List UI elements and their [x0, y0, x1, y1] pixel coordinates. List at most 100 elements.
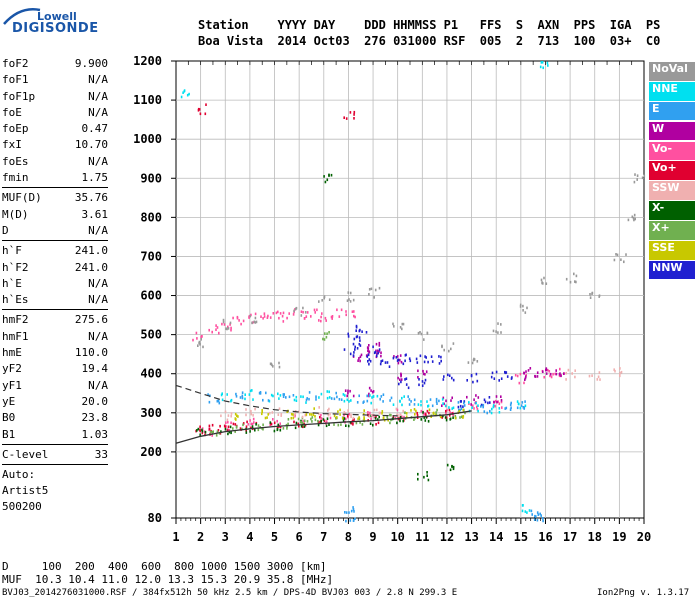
data-point — [426, 331, 429, 335]
data-point — [298, 410, 300, 414]
data-point — [315, 398, 317, 401]
data-point — [234, 423, 237, 426]
data-point — [567, 368, 570, 372]
data-point — [249, 430, 251, 433]
data-point — [323, 296, 325, 300]
data-point — [285, 396, 287, 399]
data-point — [410, 409, 412, 412]
x-tick-label: 8 — [345, 530, 352, 544]
data-point — [423, 338, 425, 341]
data-point — [547, 368, 549, 372]
data-point — [255, 320, 258, 324]
data-point — [300, 425, 303, 428]
data-point — [506, 375, 509, 378]
data-point — [282, 311, 285, 315]
data-point — [420, 409, 423, 413]
legend-item: SSE — [649, 240, 695, 260]
parameter-name: yF2 — [2, 362, 22, 376]
data-point — [248, 316, 250, 319]
data-point — [441, 398, 444, 401]
data-point — [346, 394, 348, 398]
data-point — [425, 370, 428, 373]
data-point — [250, 426, 252, 430]
data-point — [462, 415, 465, 418]
data-point — [376, 349, 379, 353]
data-point — [230, 421, 232, 425]
data-point — [235, 395, 238, 398]
parameter-value: 1.75 — [81, 171, 109, 185]
x-tick-label: 5 — [271, 530, 278, 544]
data-point — [244, 393, 246, 396]
data-point — [212, 430, 214, 433]
data-point — [542, 370, 544, 373]
data-point — [397, 361, 400, 365]
data-point — [223, 323, 226, 326]
data-point — [527, 369, 530, 372]
data-point — [236, 414, 238, 417]
data-point — [501, 406, 503, 409]
data-point — [524, 510, 527, 513]
data-point — [423, 381, 426, 385]
data-point — [591, 374, 593, 377]
data-point — [276, 419, 278, 423]
parameter-name: foE — [2, 105, 22, 119]
data-point — [402, 419, 404, 423]
data-point — [336, 308, 338, 312]
data-point — [370, 417, 372, 420]
data-point — [445, 409, 447, 413]
data-point — [480, 405, 482, 408]
data-point — [208, 427, 211, 431]
data-point — [519, 372, 522, 376]
data-point — [270, 393, 273, 397]
parameter-name: MUF(D) — [2, 191, 42, 205]
parameter-value: 19.4 — [81, 362, 109, 376]
data-point — [399, 419, 401, 423]
data-point — [344, 417, 347, 421]
data-point — [211, 434, 213, 437]
data-point — [254, 407, 256, 411]
data-point — [320, 319, 322, 323]
data-point — [449, 418, 451, 421]
data-point — [399, 354, 402, 357]
data-point — [445, 416, 448, 419]
data-point — [287, 422, 289, 426]
data-point — [597, 375, 600, 379]
data-point — [252, 398, 254, 401]
data-point — [247, 423, 250, 426]
data-point — [353, 314, 355, 318]
data-point — [438, 362, 441, 365]
data-point — [425, 413, 427, 416]
data-point — [283, 393, 285, 396]
data-point — [257, 424, 260, 427]
data-point — [344, 511, 346, 514]
data-point — [521, 509, 524, 513]
data-point — [415, 409, 417, 413]
data-point — [472, 380, 474, 384]
data-point — [473, 407, 475, 410]
parameter-name: hmE — [2, 346, 22, 360]
data-point — [573, 272, 575, 276]
data-point — [408, 398, 411, 401]
parameter-row: fxI 10.70 — [2, 137, 108, 153]
data-point — [366, 399, 369, 403]
data-point — [408, 357, 411, 360]
data-point — [272, 312, 275, 315]
logo-lowell: Lowell — [37, 10, 77, 23]
data-point — [543, 375, 545, 379]
data-point — [537, 513, 540, 516]
data-point — [378, 348, 381, 351]
data-point — [245, 425, 248, 428]
data-point — [374, 416, 377, 420]
data-point — [401, 327, 403, 331]
data-point — [641, 176, 644, 180]
data-point — [414, 413, 416, 416]
x-tick-label: 1 — [172, 530, 179, 544]
data-point — [353, 113, 355, 116]
data-point — [405, 353, 407, 357]
data-point — [452, 413, 454, 417]
data-point — [368, 344, 370, 347]
data-point — [259, 392, 262, 395]
data-point — [417, 472, 419, 476]
data-point — [286, 410, 288, 413]
data-point — [445, 412, 447, 416]
